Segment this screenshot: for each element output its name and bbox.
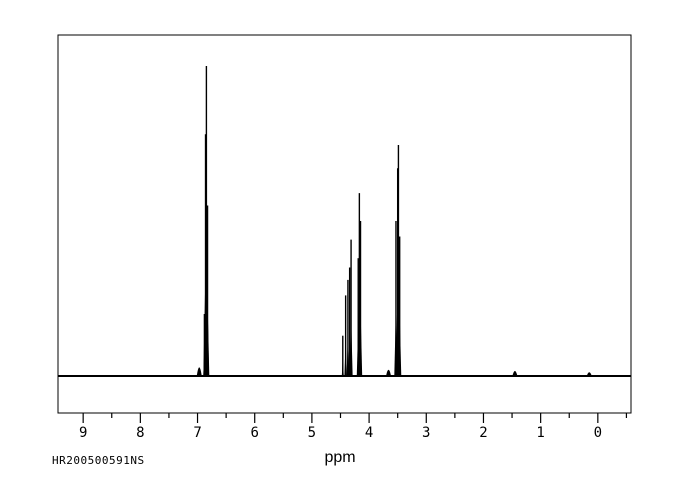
noise-bump (512, 371, 518, 376)
nmr-peak-foot (358, 306, 363, 377)
x-axis-unit-label: ppm (324, 449, 356, 466)
plot-frame (57, 34, 632, 414)
x-tick-label: 4 (365, 425, 373, 441)
nmr-peak-foot (205, 299, 210, 377)
x-tick-label: 5 (308, 425, 316, 441)
x-tick-label: 2 (479, 425, 487, 441)
x-tick-label: 8 (136, 425, 144, 441)
nmr-peak-foot (349, 314, 353, 377)
nmr-peak-foot (344, 339, 347, 377)
x-tick-label: 0 (594, 425, 602, 441)
noise-bump (196, 367, 202, 376)
noise-bump (386, 369, 392, 376)
nmr-peak-foot (341, 357, 344, 377)
x-tick-label: 7 (193, 425, 201, 441)
nmr-peak-foot (398, 313, 402, 377)
x-tick-label: 3 (422, 425, 430, 441)
x-tick-label: 6 (250, 425, 258, 441)
sample-id-label: HR200500591NS (52, 454, 145, 467)
x-tick-label: 1 (536, 425, 544, 441)
noise-bump (586, 372, 592, 376)
x-tick-label: 9 (79, 425, 87, 441)
